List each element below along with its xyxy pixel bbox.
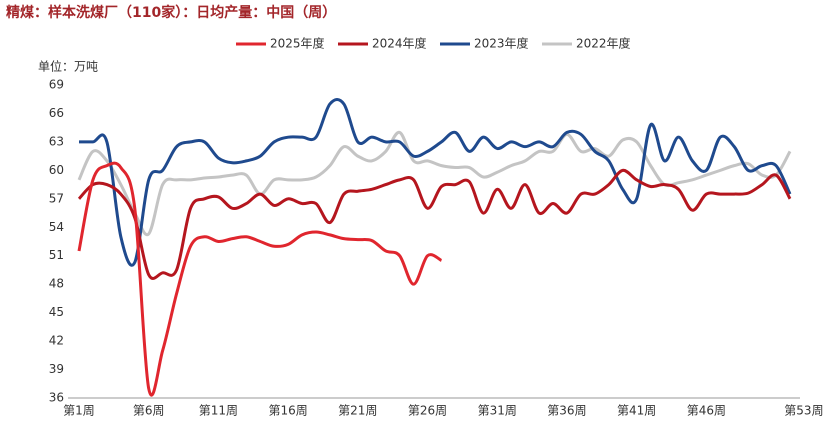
y-tick-label: 60: [49, 163, 64, 177]
x-tick-label: 第26周: [408, 404, 447, 418]
y-tick-label: 57: [49, 191, 64, 205]
legend-label: 2025年度: [270, 36, 325, 51]
x-tick-label: 第41周: [617, 404, 656, 418]
legend-label: 2022年度: [576, 36, 631, 51]
x-tick-label: 第53周: [784, 404, 823, 418]
x-tick-label: 第31周: [478, 404, 517, 418]
x-tick-label: 第16周: [268, 404, 307, 418]
line-series: [77, 168, 792, 280]
x-tick-label: 第46周: [687, 404, 726, 418]
legend-label: 2024年度: [372, 36, 427, 51]
x-tick-label: 第36周: [547, 404, 586, 418]
chart-title: 精煤：样本洗煤厂（110家）：日均产量：中国（周）: [6, 4, 336, 21]
y-tick-label: 45: [49, 305, 64, 319]
y-tick-label: 36: [49, 391, 64, 405]
x-tick-label: 第1周: [63, 404, 95, 418]
y-tick-label: 54: [49, 220, 64, 234]
y-tick-label: 42: [49, 334, 64, 348]
x-tick-label: 第11周: [199, 404, 238, 418]
line-series: [77, 161, 443, 397]
line-series: [79, 98, 792, 267]
x-tick-label: 第6周: [133, 404, 165, 418]
y-tick-label: 66: [49, 106, 64, 120]
y-tick-label: 69: [49, 78, 64, 92]
unit-label: 单位：万吨: [38, 59, 98, 74]
y-tick-label: 48: [49, 277, 64, 291]
y-tick-label: 63: [49, 134, 64, 148]
legend-label: 2023年度: [474, 36, 529, 51]
y-tick-label: 39: [49, 362, 64, 376]
x-tick-label: 第21周: [338, 404, 377, 418]
y-tick-label: 51: [49, 248, 64, 262]
